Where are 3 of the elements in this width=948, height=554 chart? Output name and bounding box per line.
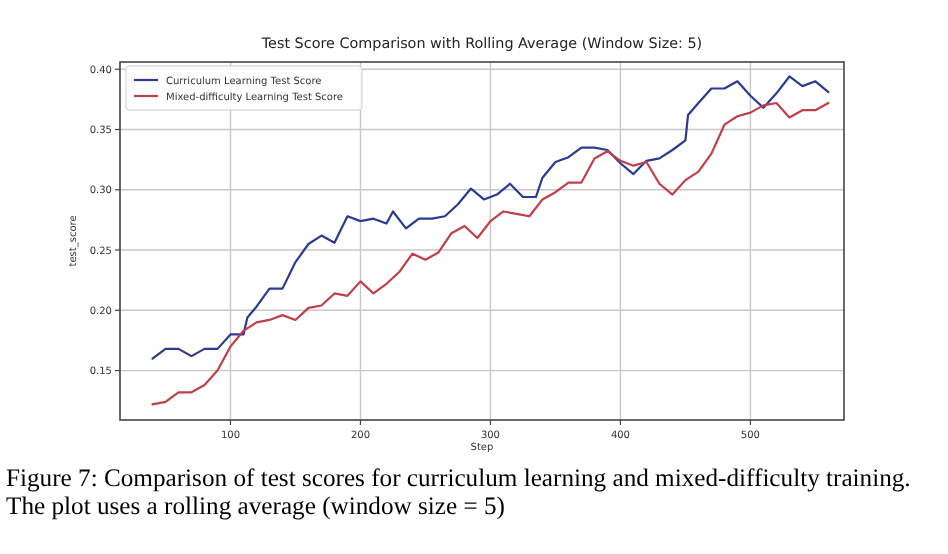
line-series: [151, 75, 830, 360]
line-series: [151, 101, 830, 406]
caption: Figure 7: Comparison of test scores for curriculum learning and mixed-difficulty training. The plot uses a rolling average (window size = 5): [4, 462, 913, 520]
